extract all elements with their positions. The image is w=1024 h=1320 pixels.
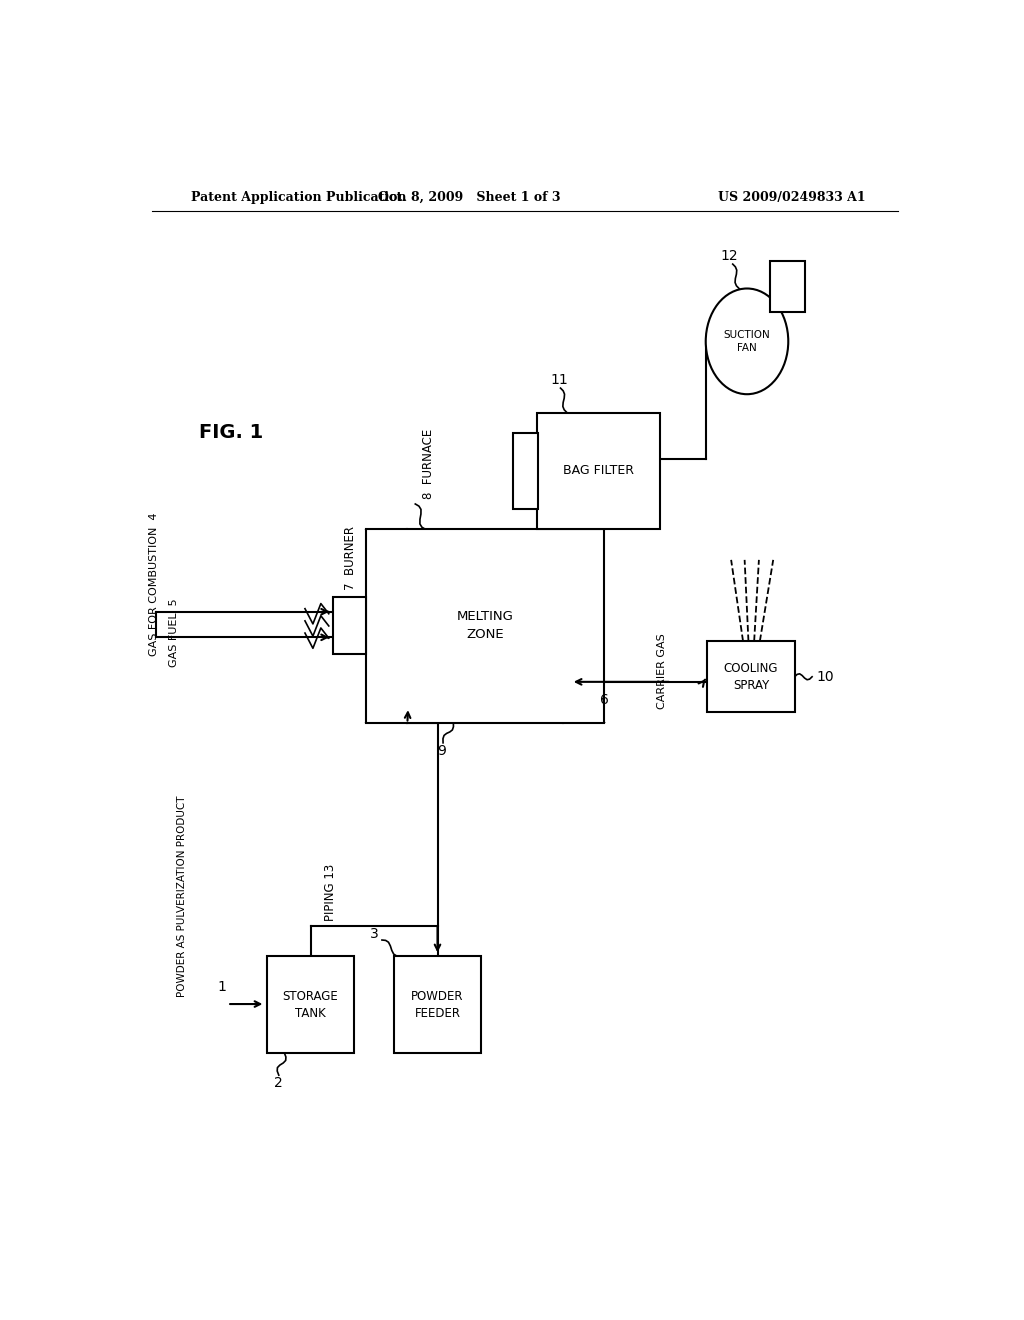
Bar [708, 642, 795, 713]
Text: POWDER AS PULVERIZATION PRODUCT: POWDER AS PULVERIZATION PRODUCT [177, 796, 187, 997]
Text: 11: 11 [550, 374, 567, 387]
Text: Patent Application Publication: Patent Application Publication [191, 190, 407, 203]
Text: COOLING
SPRAY: COOLING SPRAY [724, 661, 778, 692]
Bar [770, 261, 806, 313]
Text: BAG FILTER: BAG FILTER [563, 465, 634, 478]
Text: 6: 6 [600, 693, 608, 708]
Text: STORAGE
TANK: STORAGE TANK [283, 990, 338, 1019]
Text: CARRIER GAS: CARRIER GAS [657, 634, 668, 709]
Text: SUCTION
FAN: SUCTION FAN [724, 330, 770, 352]
Text: 12: 12 [721, 249, 738, 263]
Text: 10: 10 [817, 669, 835, 684]
Bar [537, 413, 659, 529]
Circle shape [706, 289, 788, 395]
Bar [367, 529, 604, 722]
Bar [333, 598, 367, 655]
Text: POWDER
FEEDER: POWDER FEEDER [412, 990, 464, 1019]
Text: US 2009/0249833 A1: US 2009/0249833 A1 [719, 190, 866, 203]
Text: PIPING 13: PIPING 13 [324, 863, 337, 921]
Bar [394, 956, 481, 1053]
Text: Oct. 8, 2009   Sheet 1 of 3: Oct. 8, 2009 Sheet 1 of 3 [378, 190, 560, 203]
Bar [267, 956, 354, 1053]
Text: 8  FURNACE: 8 FURNACE [422, 429, 434, 499]
Text: GAS FUEL  5: GAS FUEL 5 [169, 598, 179, 667]
Bar [513, 433, 539, 510]
Text: GAS FOR COMBUSTION  4: GAS FOR COMBUSTION 4 [150, 513, 160, 656]
Text: 3: 3 [370, 927, 379, 941]
Text: 7  BURNER: 7 BURNER [344, 527, 356, 590]
Text: 1: 1 [217, 979, 226, 994]
Text: MELTING
ZONE: MELTING ZONE [457, 610, 514, 642]
Text: 9: 9 [437, 744, 445, 758]
Text: FIG. 1: FIG. 1 [200, 424, 263, 442]
Text: 2: 2 [274, 1076, 284, 1090]
